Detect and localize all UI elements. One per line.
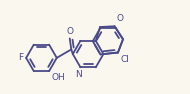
Text: O: O bbox=[66, 27, 73, 36]
Text: OH: OH bbox=[51, 73, 65, 82]
Text: F: F bbox=[19, 53, 24, 62]
Text: Cl: Cl bbox=[120, 55, 129, 64]
Text: N: N bbox=[75, 70, 82, 79]
Text: O: O bbox=[116, 14, 123, 23]
